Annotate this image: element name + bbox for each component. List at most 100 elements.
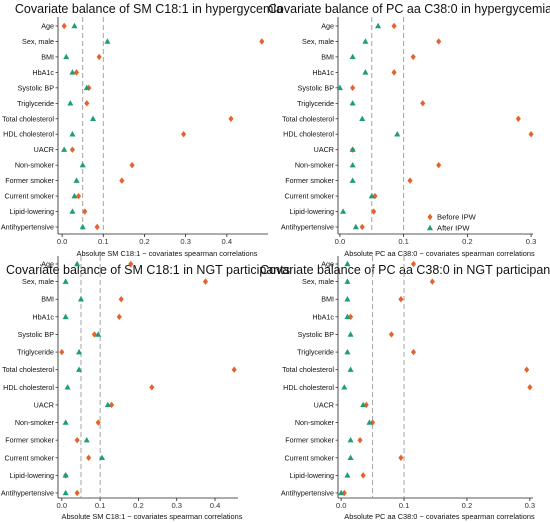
- before-ipw-point: [73, 69, 80, 76]
- after-ipw-point: [344, 348, 351, 355]
- after-ipw-point: [349, 100, 356, 106]
- y-category-label: HbA1c: [312, 312, 334, 321]
- legend-before-marker: [427, 213, 433, 221]
- before-ipw-point: [527, 384, 533, 391]
- y-category-label: Antihypertensive: [1, 489, 54, 498]
- x-tick-label: 0.3: [526, 237, 537, 246]
- before-ipw-point: [371, 208, 377, 215]
- before-ipw-point: [74, 436, 80, 444]
- y-category-label: Sex, male: [22, 37, 54, 46]
- before-ipw-point: [95, 419, 101, 426]
- after-ipw-point: [344, 472, 351, 478]
- after-ipw-point: [375, 22, 382, 29]
- y-category-label: Former smoker: [5, 436, 54, 445]
- y-category-label: HDL cholesterol: [283, 383, 334, 392]
- before-ipw-point: [359, 223, 365, 231]
- before-ipw-point: [524, 366, 530, 373]
- before-ipw-point: [96, 53, 102, 61]
- before-ipw-point: [515, 115, 521, 122]
- y-category-label: BMI: [321, 52, 334, 61]
- before-ipw-point: [388, 331, 395, 338]
- panel-1: Covariate balance of SM C18:1 in hypergy…: [1, 2, 283, 258]
- y-category-label: Lipid-lowering: [10, 471, 54, 480]
- before-ipw-point: [259, 38, 265, 45]
- before-ipw-point: [202, 278, 209, 285]
- before-ipw-point: [59, 348, 65, 356]
- before-ipw-point: [350, 84, 356, 92]
- y-category-label: Lipid-lowering: [290, 471, 334, 480]
- y-category-label: Non-smoker: [15, 161, 55, 170]
- before-ipw-point: [82, 208, 88, 215]
- y-category-label: Non-smoker: [295, 161, 335, 170]
- x-tick-label: 0.1: [399, 501, 410, 510]
- panel-title: Covariate balance of PC aa C38:0 in NGT …: [260, 263, 550, 277]
- after-ipw-point: [69, 131, 76, 137]
- before-ipw-point: [436, 161, 442, 169]
- after-ipw-point: [338, 489, 345, 496]
- y-category-label: Total cholesterol: [2, 365, 54, 374]
- y-category-label: UACR: [314, 400, 334, 409]
- legend-label: Before IPW: [437, 213, 477, 222]
- after-ipw-point: [67, 100, 74, 106]
- y-category-label: Triglyceride: [297, 348, 334, 357]
- y-category-label: HbA1c: [32, 68, 54, 77]
- after-ipw-point: [349, 161, 356, 168]
- y-category-label: Former smoker: [285, 176, 334, 185]
- y-category-label: UACR: [314, 145, 334, 154]
- legend: Before IPW After IPW: [426, 213, 477, 233]
- after-ipw-point: [73, 177, 80, 183]
- y-category-label: UACR: [34, 400, 54, 409]
- x-tick-label: 0.0: [57, 237, 68, 246]
- x-axis-label: Absolute SM C18:1 − covariates spearman …: [77, 249, 258, 258]
- before-ipw-point: [181, 131, 187, 138]
- panel-2: Covariate balance of PC aa C38:0 in hype…: [268, 2, 550, 258]
- before-ipw-point: [420, 100, 426, 107]
- before-ipw-point: [69, 146, 75, 153]
- before-ipw-point: [410, 260, 417, 268]
- y-category-label: Antihypertensive: [1, 223, 54, 232]
- x-tick-label: 0.2: [462, 501, 473, 510]
- after-ipw-point: [362, 69, 369, 75]
- x-tick-label: 0.0: [336, 501, 347, 510]
- legend-after-marker: [426, 224, 434, 231]
- x-tick-label: 0.1: [98, 237, 109, 246]
- y-category-label: Current smoker: [284, 453, 334, 462]
- y-category-label: Non-smoker: [15, 418, 55, 427]
- after-ipw-point: [74, 260, 81, 267]
- y-category-label: Antihypertensive: [281, 223, 334, 232]
- after-ipw-point: [349, 177, 356, 183]
- y-category-label: Current smoker: [284, 192, 334, 201]
- before-ipw-point: [391, 22, 397, 30]
- y-category-label: Triglyceride: [17, 348, 54, 357]
- after-ipw-point: [347, 436, 354, 443]
- after-ipw-point: [336, 84, 343, 91]
- after-ipw-point: [83, 84, 90, 91]
- after-ipw-point: [63, 53, 70, 60]
- before-ipw-point: [231, 366, 237, 373]
- after-ipw-point: [347, 331, 354, 337]
- before-ipw-point: [398, 296, 404, 303]
- y-category-label: Age: [41, 260, 54, 269]
- after-ipw-point: [89, 115, 97, 122]
- x-tick-label: 0.2: [139, 237, 150, 246]
- before-ipw-point: [94, 223, 100, 231]
- y-category-label: Total cholesterol: [282, 114, 334, 123]
- y-category-label: Triglyceride: [17, 99, 54, 108]
- after-ipw-point: [69, 69, 76, 75]
- before-ipw-point: [528, 131, 534, 138]
- panel-3: Covariate balance of SM C18:1 in NGT par…: [1, 256, 290, 521]
- after-ipw-point: [62, 489, 69, 496]
- before-ipw-point: [436, 38, 442, 45]
- x-tick-label: 0.0: [57, 501, 68, 510]
- before-ipw-point: [128, 260, 134, 268]
- before-ipw-point: [76, 192, 82, 200]
- after-ipw-point: [344, 296, 351, 302]
- before-ipw-point: [84, 100, 90, 107]
- y-category-label: UACR: [34, 145, 54, 154]
- y-category-label: Systolic BP: [298, 83, 335, 92]
- after-ipw-point: [62, 419, 69, 425]
- panel-4: Covariate balance of PC aa C38:0 in NGT …: [260, 256, 550, 521]
- y-category-label: Sex, male: [302, 277, 334, 286]
- x-tick-label: 0.4: [210, 501, 221, 510]
